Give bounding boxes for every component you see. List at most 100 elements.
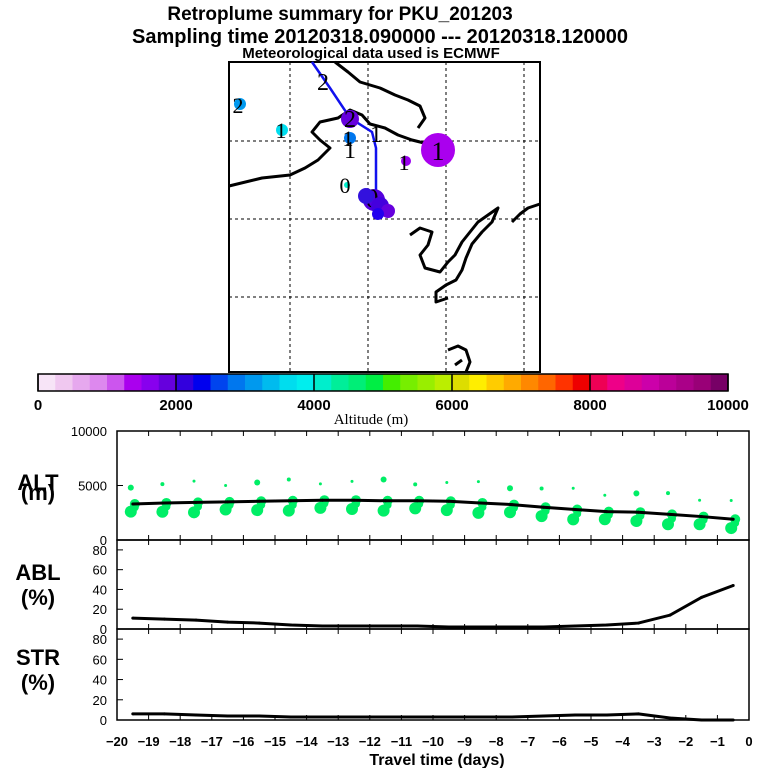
series-point (668, 613, 672, 617)
series-line (132, 498, 734, 521)
alt-scatter-point (254, 479, 261, 486)
series-point (573, 713, 577, 717)
series-point (700, 515, 704, 519)
colorbar-cell (72, 374, 91, 391)
series-point (257, 621, 261, 625)
map-markers: 21211100211 (233, 61, 455, 220)
plume-marker (344, 132, 356, 144)
series-point (131, 616, 135, 620)
series-point (131, 712, 135, 716)
x-tick-label: −15 (264, 734, 286, 749)
colorbar-cell (158, 374, 177, 391)
alt-scatter-point (476, 480, 480, 484)
series-point (289, 623, 293, 627)
plume-marker-label: 1 (343, 126, 354, 151)
colorbar-cell (676, 374, 694, 391)
series-point (573, 624, 577, 628)
colorbar-cell (227, 374, 246, 391)
colorbar-cell (107, 374, 125, 391)
panel-frame (116, 539, 750, 630)
plume-marker-label: 0 (340, 173, 351, 198)
series-point (352, 624, 356, 628)
series-point (636, 510, 640, 514)
y-tick-label: 0 (100, 622, 107, 637)
colorbar-cell (400, 374, 418, 391)
y-tick-label: 40 (93, 582, 107, 597)
plume-marker (341, 110, 359, 128)
colorbar-cell (141, 374, 160, 391)
map-panel: Meteorological data used is ECMWF 21 21 11… (228, 45, 541, 373)
colorbar-cell (452, 374, 470, 391)
colorbar-label: Altitude (m) (334, 412, 409, 428)
alt-scatter-point (257, 501, 266, 510)
y-tick-label: 20 (93, 693, 107, 708)
colorbar-cell (124, 374, 142, 391)
alt-scatter-point (633, 490, 640, 497)
alt-scatter-point (666, 491, 670, 496)
plume-marker (372, 208, 384, 220)
alt-scatter-point (445, 481, 449, 485)
colorbar-cell (710, 374, 729, 391)
series-point (636, 712, 640, 716)
series-point (320, 498, 324, 502)
colorbar-cell (607, 374, 625, 391)
series-point (226, 500, 230, 504)
x-tick-label: −2 (678, 734, 693, 749)
colorbar-cell (89, 374, 108, 391)
series-point (384, 715, 388, 719)
x-axis: −20 −19 −18 −17 −16 −15 −14 −13 −12 −11 −10 −9 −8 −7−… (106, 734, 753, 749)
series-point (289, 715, 293, 719)
series-point (668, 716, 672, 720)
colorbar-cell (279, 374, 298, 391)
series-point (162, 617, 166, 621)
colorbar-cell (469, 374, 487, 391)
colorbar-tick-label: 4000 (297, 397, 330, 414)
series-point (226, 620, 230, 624)
y-tick-label: 60 (93, 563, 107, 578)
colorbar-cell (193, 374, 211, 391)
plume-marker (344, 182, 350, 188)
y-tick-label: 10000 (71, 424, 107, 439)
alt-scatter-point (352, 499, 360, 508)
series-point (542, 505, 546, 509)
colorbar-cell (434, 374, 453, 391)
series-point (731, 583, 735, 587)
colorbar-tick-label: 10000 (707, 397, 749, 414)
alt-scatter-point (224, 484, 228, 487)
series-point (384, 499, 388, 503)
colorbar-cell (555, 374, 574, 391)
series-line (132, 712, 734, 722)
x-tick-label: −6 (552, 734, 567, 749)
x-tick-label: −8 (489, 734, 504, 749)
plume-marker-label: 1 (432, 137, 445, 166)
series-point (257, 714, 261, 718)
series-point (447, 499, 451, 503)
colorbar: 0 2000 4000 6000 8000 10000 Altitude (m) (34, 373, 749, 428)
series-point (162, 501, 166, 505)
y-tick-label: 60 (93, 652, 107, 667)
x-tick-label: −19 (138, 734, 160, 749)
alt-scatter-point (446, 501, 455, 510)
series-point (447, 715, 451, 719)
alt-scatter-point (380, 476, 387, 483)
alt-scatter-point (162, 502, 171, 511)
alt-scatter-point (192, 479, 196, 483)
x-tick-label: −9 (457, 734, 472, 749)
colorbar-cell (383, 374, 401, 391)
colorbar-cell (486, 374, 505, 391)
colorbar-cell (503, 374, 522, 391)
colorbar-tick-label: 2000 (159, 397, 192, 414)
x-tick-label: 0 (745, 734, 752, 749)
series-point (415, 715, 419, 719)
sampling-time: Sampling time 20120318.090000 --- 201203… (132, 26, 628, 48)
colorbar-cell (590, 374, 608, 391)
trajectory-label: 1 (344, 138, 356, 164)
alt-scatter-point (698, 498, 702, 502)
series-point (731, 517, 735, 521)
series-point (510, 715, 514, 719)
series-point (226, 714, 230, 718)
alt-scatter-point (127, 484, 134, 491)
colorbar-cell (659, 374, 677, 391)
alt-scatter-point (383, 501, 392, 510)
chart-title: Retroplume summary for PKU_201203 (167, 4, 512, 25)
